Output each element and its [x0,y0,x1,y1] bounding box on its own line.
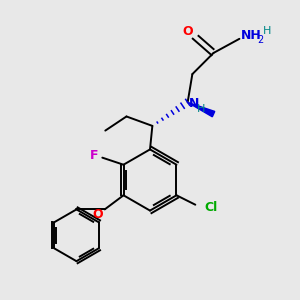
Text: N: N [189,97,199,110]
Text: 2: 2 [257,35,263,45]
Text: H: H [197,104,206,114]
Text: O: O [182,25,193,38]
Polygon shape [188,102,215,117]
Text: Cl: Cl [205,201,218,214]
Text: H: H [263,26,271,36]
Text: NH: NH [241,29,261,42]
Text: F: F [90,149,98,162]
Text: O: O [92,208,103,220]
